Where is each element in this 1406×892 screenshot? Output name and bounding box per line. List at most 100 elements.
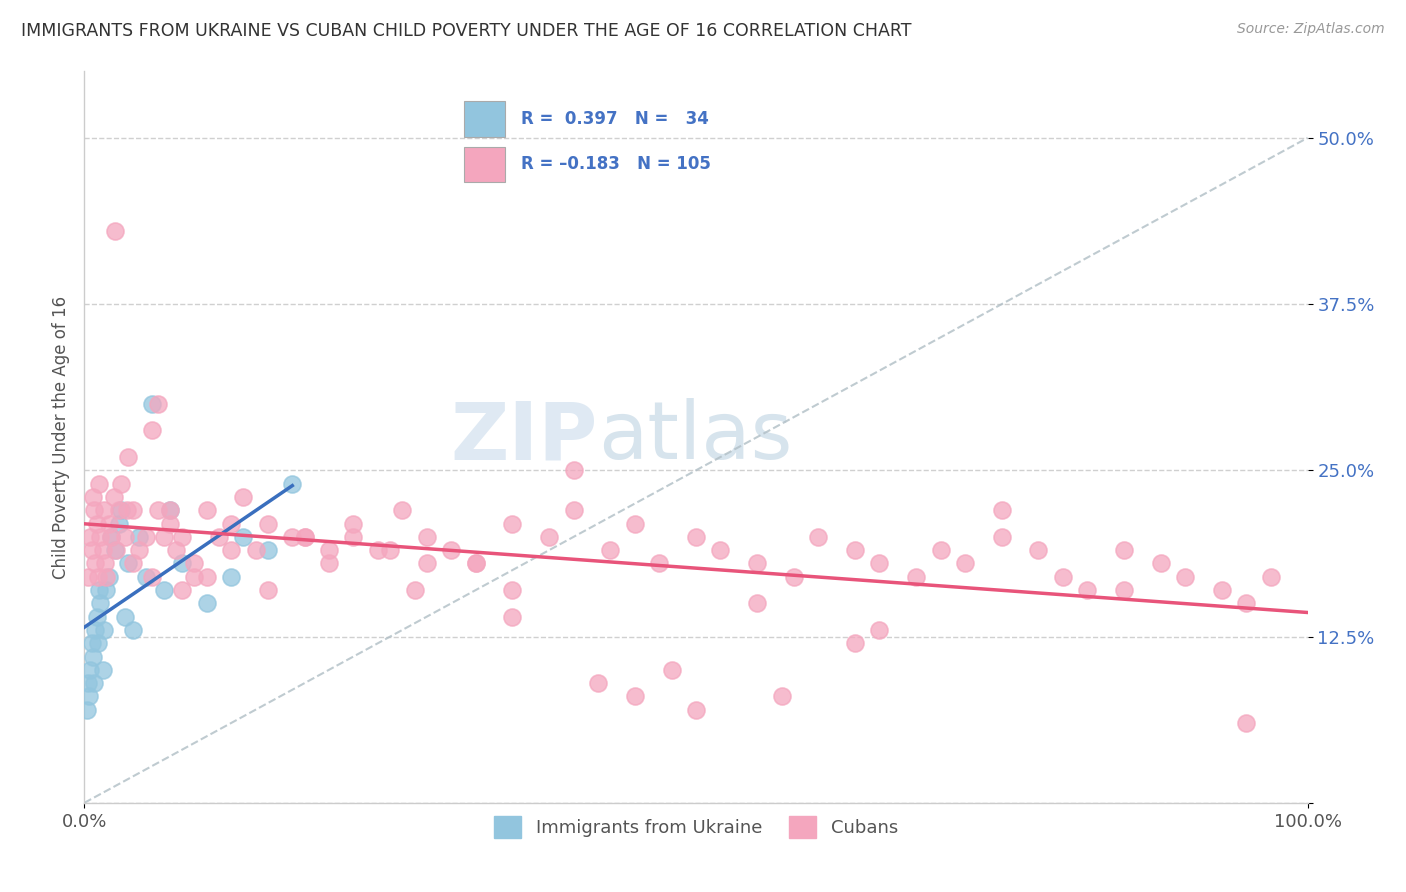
Cubans (77, 570, 100, 584)
Cubans (869, 557, 891, 571)
Cubans (82, 490, 104, 504)
Cubans (103, 490, 125, 504)
Cubans (87, 570, 110, 584)
Cubans (624, 516, 647, 531)
Cubans (172, 530, 194, 544)
Cubans (183, 557, 205, 571)
Immigrants from Ukraine (159, 503, 181, 517)
Cubans (953, 557, 976, 571)
Cubans (110, 476, 132, 491)
Immigrants from Ukraine (141, 397, 163, 411)
Cubans (93, 503, 115, 517)
Immigrants from Ukraine (97, 570, 120, 584)
Cubans (107, 503, 129, 517)
Cubans (502, 516, 524, 531)
Cubans (905, 570, 928, 584)
Cubans (562, 463, 585, 477)
Cubans (105, 543, 128, 558)
Cubans (84, 557, 107, 571)
Cubans (869, 623, 891, 637)
Cubans (661, 663, 683, 677)
Cubans (416, 530, 439, 544)
Cubans (135, 530, 157, 544)
Cubans (165, 543, 187, 558)
Cubans (79, 530, 101, 544)
Cubans (146, 503, 169, 517)
Cubans (342, 530, 364, 544)
Cubans (586, 676, 609, 690)
Immigrants from Ukraine (83, 676, 105, 690)
Cubans (245, 543, 267, 558)
Immigrants from Ukraine (135, 570, 157, 584)
Immigrants from Ukraine (77, 690, 100, 704)
Cubans (502, 582, 524, 597)
Cubans (117, 450, 139, 464)
Cubans (747, 596, 769, 610)
Cubans (624, 690, 647, 704)
Cubans (159, 503, 181, 517)
Immigrants from Ukraine (86, 609, 108, 624)
Cubans (159, 516, 181, 531)
Cubans (281, 530, 304, 544)
Cubans (257, 582, 280, 597)
Immigrants from Ukraine (84, 623, 107, 637)
Cubans (172, 582, 194, 597)
Cubans (844, 543, 866, 558)
Cubans (141, 424, 163, 438)
Cubans (783, 570, 806, 584)
Cubans (416, 557, 439, 571)
Immigrants from Ukraine (104, 543, 127, 558)
Cubans (685, 530, 707, 544)
Cubans (1052, 570, 1074, 584)
Immigrants from Ukraine (100, 530, 122, 544)
Cubans (464, 557, 486, 571)
Y-axis label: Child Poverty Under the Age of 16: Child Poverty Under the Age of 16 (52, 295, 70, 579)
Cubans (122, 503, 145, 517)
Immigrants from Ukraine (79, 663, 101, 677)
Cubans (562, 503, 585, 517)
Cubans (153, 530, 176, 544)
Cubans (367, 543, 389, 558)
Cubans (294, 530, 316, 544)
Immigrants from Ukraine (219, 570, 242, 584)
Immigrants from Ukraine (172, 557, 194, 571)
Immigrants from Ukraine (76, 703, 98, 717)
Cubans (342, 516, 364, 531)
Legend: Immigrants from Ukraine, Cubans: Immigrants from Ukraine, Cubans (486, 808, 905, 845)
Cubans (219, 543, 242, 558)
Cubans (929, 543, 952, 558)
Cubans (1211, 582, 1233, 597)
Immigrants from Ukraine (122, 623, 145, 637)
Immigrants from Ukraine (93, 623, 115, 637)
Text: Source: ZipAtlas.com: Source: ZipAtlas.com (1237, 22, 1385, 37)
Cubans (1236, 596, 1258, 610)
Cubans (183, 570, 205, 584)
Cubans (80, 543, 103, 558)
Immigrants from Ukraine (91, 663, 114, 677)
Immigrants from Ukraine (281, 476, 304, 491)
Immigrants from Ukraine (82, 649, 104, 664)
Cubans (100, 530, 122, 544)
Cubans (599, 543, 621, 558)
Cubans (122, 557, 145, 571)
Text: IMMIGRANTS FROM UKRAINE VS CUBAN CHILD POVERTY UNDER THE AGE OF 16 CORRELATION C: IMMIGRANTS FROM UKRAINE VS CUBAN CHILD P… (21, 22, 911, 40)
Cubans (1028, 543, 1050, 558)
Cubans (747, 557, 769, 571)
Immigrants from Ukraine (110, 503, 132, 517)
Immigrants from Ukraine (107, 516, 129, 531)
Cubans (440, 543, 463, 558)
Cubans (404, 582, 426, 597)
Cubans (1174, 570, 1197, 584)
Immigrants from Ukraine (96, 582, 118, 597)
Immigrants from Ukraine (80, 636, 103, 650)
Cubans (104, 224, 127, 238)
Cubans (1260, 570, 1282, 584)
Cubans (464, 557, 486, 571)
Cubans (128, 543, 150, 558)
Immigrants from Ukraine (114, 609, 136, 624)
Immigrants from Ukraine (153, 582, 176, 597)
Cubans (208, 530, 231, 544)
Immigrants from Ukraine (128, 530, 150, 544)
Cubans (97, 516, 120, 531)
Immigrants from Ukraine (117, 557, 139, 571)
